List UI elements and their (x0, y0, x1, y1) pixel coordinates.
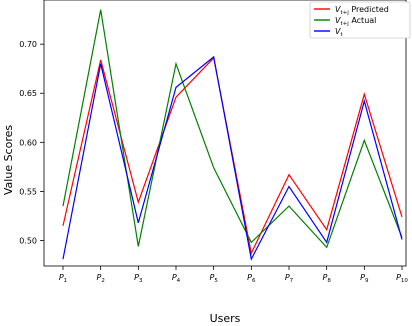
x-tick-label: P3 (134, 273, 143, 284)
legend-entry: Vt+j Actual (335, 16, 376, 27)
x-tick-label: P9 (360, 273, 369, 284)
legend-entry: Vt+j Predicted (335, 5, 389, 16)
series-line-3 (62, 55, 403, 261)
legend-entry-subscript: t+j (340, 21, 349, 27)
x-tick-label: P5 (210, 273, 219, 284)
legend-entry-subscript: t+j (340, 10, 349, 16)
y-tick-label: 0.50 (19, 236, 37, 245)
x-tick-label: P7 (285, 273, 294, 284)
x-tick-label-subscript: 4 (177, 278, 181, 284)
x-tick-label-subscript: 7 (290, 278, 294, 284)
x-tick-label: P10 (396, 273, 408, 284)
x-tick-label: P1 (59, 273, 67, 284)
x-tick-label-subscript: 5 (214, 278, 218, 284)
legend-box (309, 1, 411, 39)
y-axis: 0.50 0.55 0.60 0.65 0.70 (19, 40, 44, 245)
legend-entry-suffix: Predicted (349, 5, 389, 14)
y-tick-label: 0.65 (19, 89, 37, 98)
x-tick-label-subscript: 3 (139, 278, 143, 284)
x-tick-label: P2 (97, 273, 105, 284)
x-tick-label-subscript: 10 (401, 278, 408, 284)
x-tick-label: P4 (172, 273, 181, 284)
legend-entry: Vt (335, 27, 343, 38)
legend-entry-suffix: Actual (349, 16, 377, 25)
series-line-2 (62, 9, 403, 249)
x-tick-label-base: P (97, 273, 102, 282)
x-tick-label-base: P (247, 273, 252, 282)
x-tick-label-base: P (172, 273, 177, 282)
legend-entry-subscript: t (340, 32, 343, 38)
plot-area (43, 0, 407, 267)
x-tick-label-base: P (323, 273, 328, 282)
y-tick-label: 0.60 (19, 138, 37, 147)
y-tick-label: 0.55 (19, 187, 37, 196)
x-tick-label-subscript: 8 (327, 278, 331, 284)
x-tick-label: P8 (323, 273, 332, 284)
x-tick-label-base: P (360, 273, 365, 282)
x-tick-label-subscript: 1 (64, 278, 68, 284)
y-tick-label: 0.70 (19, 40, 37, 49)
x-axis: P1 P2 P3 P4 P5 P6 P7 P8 P9 P10 (59, 266, 408, 284)
x-tick-label-base: P (396, 273, 401, 282)
series-layer (62, 9, 403, 261)
x-axis-label: Users (210, 312, 241, 325)
x-tick-label-subscript: 9 (365, 278, 369, 284)
x-tick-label-base: P (210, 273, 215, 282)
x-tick-label-base: P (134, 273, 139, 282)
x-tick-label-base: P (59, 273, 64, 282)
x-tick-label: P6 (247, 273, 256, 284)
plot-frame (43, 0, 407, 267)
x-tick-label-subscript: 2 (101, 278, 105, 284)
legend-entry-base: V (335, 16, 341, 25)
x-tick-label-base: P (285, 273, 290, 282)
legend-entry-base: V (335, 5, 341, 14)
x-tick-label-subscript: 6 (252, 278, 256, 284)
legend-entry-base: V (335, 27, 341, 36)
y-axis-label: Value Scores (2, 125, 15, 196)
